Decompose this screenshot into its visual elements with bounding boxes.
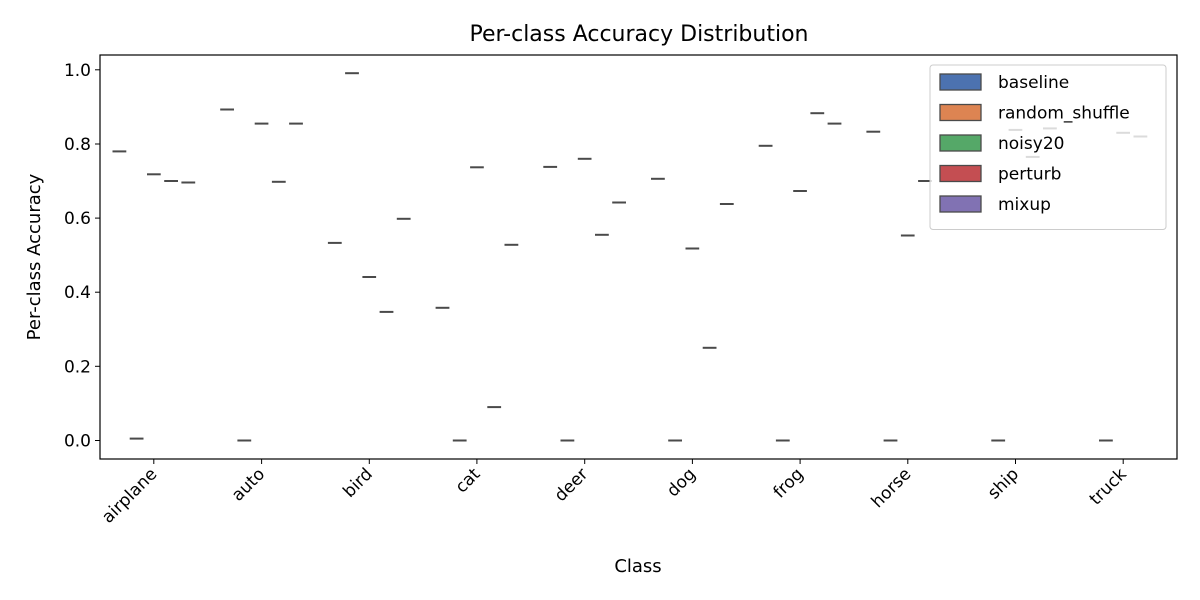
y-tick-label: 0.0 xyxy=(64,432,91,452)
legend-frame xyxy=(929,64,1167,230)
x-tick-label-airplane: airplane xyxy=(98,464,161,527)
x-tick-label-deer: deer xyxy=(551,464,593,506)
y-tick-label: 0.6 xyxy=(64,209,91,229)
legend-swatch-noisy20 xyxy=(939,134,982,152)
x-tick-label-cat: cat xyxy=(452,464,485,497)
x-tick-label-ship: ship xyxy=(984,464,1023,503)
x-tick-label-truck: truck xyxy=(1086,464,1131,509)
x-tick-label-bird: bird xyxy=(339,464,376,501)
y-tick-label: 1.0 xyxy=(64,61,91,81)
legend-label-mixup: mixup xyxy=(998,195,1051,215)
x-tick-label-frog: frog xyxy=(770,464,808,502)
legend: baseline random_shuffle noisy20 perturb mixu… xyxy=(929,64,1167,230)
y-tick-label: 0.8 xyxy=(64,135,91,155)
y-axis-label: Per-class Accuracy xyxy=(24,173,45,340)
y-tick-label: 0.2 xyxy=(64,357,91,377)
legend-swatch-random_shuffle xyxy=(939,103,982,122)
legend-label-perturb: perturb xyxy=(998,165,1061,185)
x-tick-label-dog: dog xyxy=(663,464,700,501)
x-tick-label-horse: horse xyxy=(868,464,916,512)
y-tick-label: 0.4 xyxy=(64,283,91,303)
legend-label-baseline: baseline xyxy=(998,73,1069,93)
x-tick-label-auto: auto xyxy=(228,464,269,505)
legend-swatch-baseline xyxy=(939,73,982,91)
plot-frame xyxy=(99,54,1178,460)
legend-label-noisy20: noisy20 xyxy=(998,134,1064,154)
legend-swatch-mixup xyxy=(939,195,982,213)
legend-swatch-perturb xyxy=(939,164,982,183)
chart-title: Per-class Accuracy Distribution xyxy=(470,22,809,47)
legend-label-random_shuffle: random_shuffle xyxy=(998,104,1130,124)
x-axis-label: Class xyxy=(614,556,661,577)
